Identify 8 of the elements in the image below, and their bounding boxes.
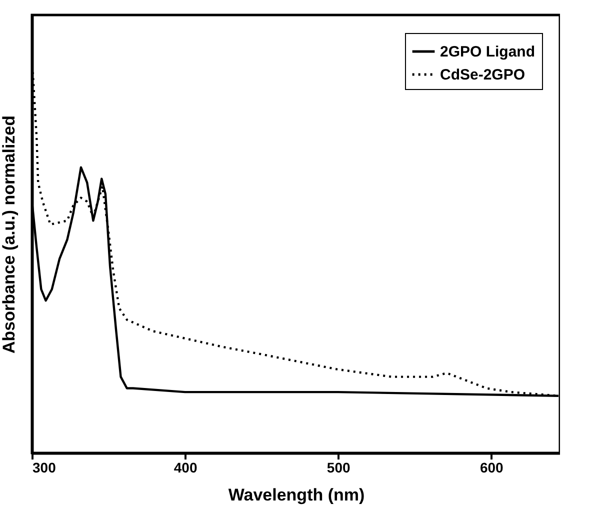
- x-tick-label: 400: [174, 460, 198, 476]
- legend-label: 2GPO Ligand: [440, 44, 536, 60]
- legend-label: CdSe-2GPO: [440, 66, 526, 84]
- x-axis-title: Wavelength (nm): [228, 486, 365, 504]
- y-axis-title: Absorbance (a.u.) normalized: [0, 115, 18, 354]
- x-tick-label: 500: [326, 460, 350, 476]
- x-tick-label: 600: [480, 460, 504, 476]
- x-tick-label: 300: [32, 460, 56, 476]
